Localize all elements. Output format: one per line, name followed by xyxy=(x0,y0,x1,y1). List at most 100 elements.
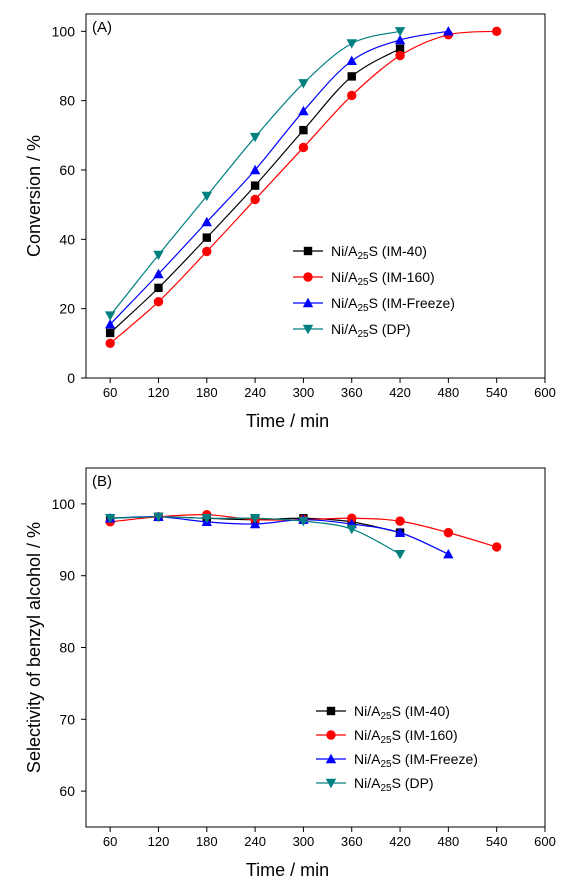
data-point xyxy=(298,105,309,116)
data-point xyxy=(395,516,405,526)
data-point xyxy=(249,518,261,529)
data-point xyxy=(346,55,357,65)
series-3 xyxy=(104,26,454,329)
data-point xyxy=(347,513,357,523)
panel-label: (B) xyxy=(92,473,112,490)
data-point xyxy=(394,34,406,45)
x-tick-label: 540 xyxy=(486,385,508,400)
y-axis-label: Selectivity of benzyl alcohol / % xyxy=(24,522,44,773)
x-tick-label: 240 xyxy=(244,834,266,849)
y-tick-label: 80 xyxy=(59,640,75,656)
data-point xyxy=(443,26,454,36)
y-tick-label: 100 xyxy=(52,496,76,512)
x-tick-label: 360 xyxy=(341,834,363,849)
data-point xyxy=(153,268,164,279)
y-tick-label: 60 xyxy=(59,162,75,178)
data-point xyxy=(299,125,308,135)
data-point xyxy=(153,512,164,523)
legend-marker xyxy=(325,753,337,764)
data-point xyxy=(249,164,261,175)
data-point xyxy=(201,216,212,227)
y-tick-label: 70 xyxy=(59,711,75,727)
data-point xyxy=(491,542,502,552)
data-point xyxy=(250,181,260,190)
legend-label: Ni/A25S (IM-40) xyxy=(354,703,450,722)
data-point xyxy=(105,338,115,349)
data-point xyxy=(202,246,212,257)
data-point xyxy=(395,50,405,61)
x-tick-label: 420 xyxy=(389,385,411,400)
series-4 xyxy=(104,27,406,321)
x-tick-label: 360 xyxy=(341,385,363,400)
legend-marker xyxy=(302,297,314,308)
x-tick-label: 120 xyxy=(148,834,170,849)
y-tick-label: 40 xyxy=(59,231,75,247)
x-tick-label: 600 xyxy=(534,834,556,849)
y-tick-label: 90 xyxy=(59,568,75,584)
legend-marker xyxy=(326,730,336,740)
x-tick-label: 420 xyxy=(389,834,411,849)
x-tick-label: 300 xyxy=(293,385,315,400)
x-tick-label: 60 xyxy=(103,385,117,400)
data-point xyxy=(394,27,406,37)
legend-label: Ni/A25S (IM-160) xyxy=(331,269,435,288)
data-point xyxy=(443,527,454,538)
x-axis-label: Time / min xyxy=(246,860,329,880)
y-tick-label: 80 xyxy=(59,93,75,109)
data-point xyxy=(347,72,356,81)
data-point xyxy=(394,549,406,560)
data-point xyxy=(249,514,261,524)
y-tick-label: 0 xyxy=(67,370,75,386)
data-point xyxy=(249,132,261,143)
series-4 xyxy=(104,512,406,560)
data-point xyxy=(201,514,212,524)
legend: Ni/A25S (IM-40) Ni/A25S (IM-160) Ni/A25S (… xyxy=(293,243,455,340)
data-point xyxy=(250,194,260,205)
x-tick-label: 180 xyxy=(196,834,218,849)
data-point xyxy=(298,79,309,89)
data-point xyxy=(104,311,116,321)
y-tick-label: 100 xyxy=(52,23,76,39)
legend-marker xyxy=(303,246,313,256)
legend-label: Ni/A25S (IM-40) xyxy=(331,243,427,262)
data-point xyxy=(346,524,357,535)
data-point xyxy=(154,283,163,293)
legend-label: Ni/A25S (DP) xyxy=(331,321,411,340)
data-point xyxy=(201,191,212,202)
data-point xyxy=(104,514,116,524)
legend-label: Ni/A25S (IM-160) xyxy=(354,727,458,746)
data-point xyxy=(347,90,357,101)
x-axis-label: Time / min xyxy=(246,411,329,431)
x-tick-label: 480 xyxy=(438,834,460,849)
data-point xyxy=(104,319,116,329)
data-point xyxy=(298,142,309,153)
x-tick-label: 60 xyxy=(103,834,117,849)
y-tick-label: 20 xyxy=(59,301,75,317)
legend: Ni/A25S (IM-40) Ni/A25S (IM-160) Ni/A25S (… xyxy=(316,703,478,794)
legend-label: Ni/A25S (IM-Freeze) xyxy=(354,751,478,770)
y-tick-label: 60 xyxy=(59,783,75,799)
panel-label: (A) xyxy=(92,19,112,36)
x-tick-label: 240 xyxy=(244,385,266,400)
legend-label: Ni/A25S (DP) xyxy=(354,775,434,794)
x-tick-label: 600 xyxy=(534,385,556,400)
x-tick-label: 180 xyxy=(196,385,218,400)
data-point xyxy=(202,233,211,242)
x-tick-label: 540 xyxy=(486,834,508,849)
series-2 xyxy=(105,26,502,349)
legend-marker xyxy=(302,324,314,335)
data-point xyxy=(298,516,309,527)
series-1 xyxy=(105,44,405,338)
data-point xyxy=(394,527,406,537)
data-point xyxy=(153,250,164,261)
legend-marker xyxy=(325,778,337,789)
data-point xyxy=(153,297,164,307)
y-axis-label: Conversion / % xyxy=(24,135,44,257)
x-tick-label: 120 xyxy=(148,385,170,400)
data-point xyxy=(395,44,405,53)
data-point xyxy=(491,26,502,37)
chart-panel-2: 60 120 180 240 300 360 420 480 540 600 60 70 80 90 100… xyxy=(24,467,556,880)
legend-label: Ni/A25S (IM-Freeze) xyxy=(331,295,455,314)
data-point xyxy=(105,328,115,338)
